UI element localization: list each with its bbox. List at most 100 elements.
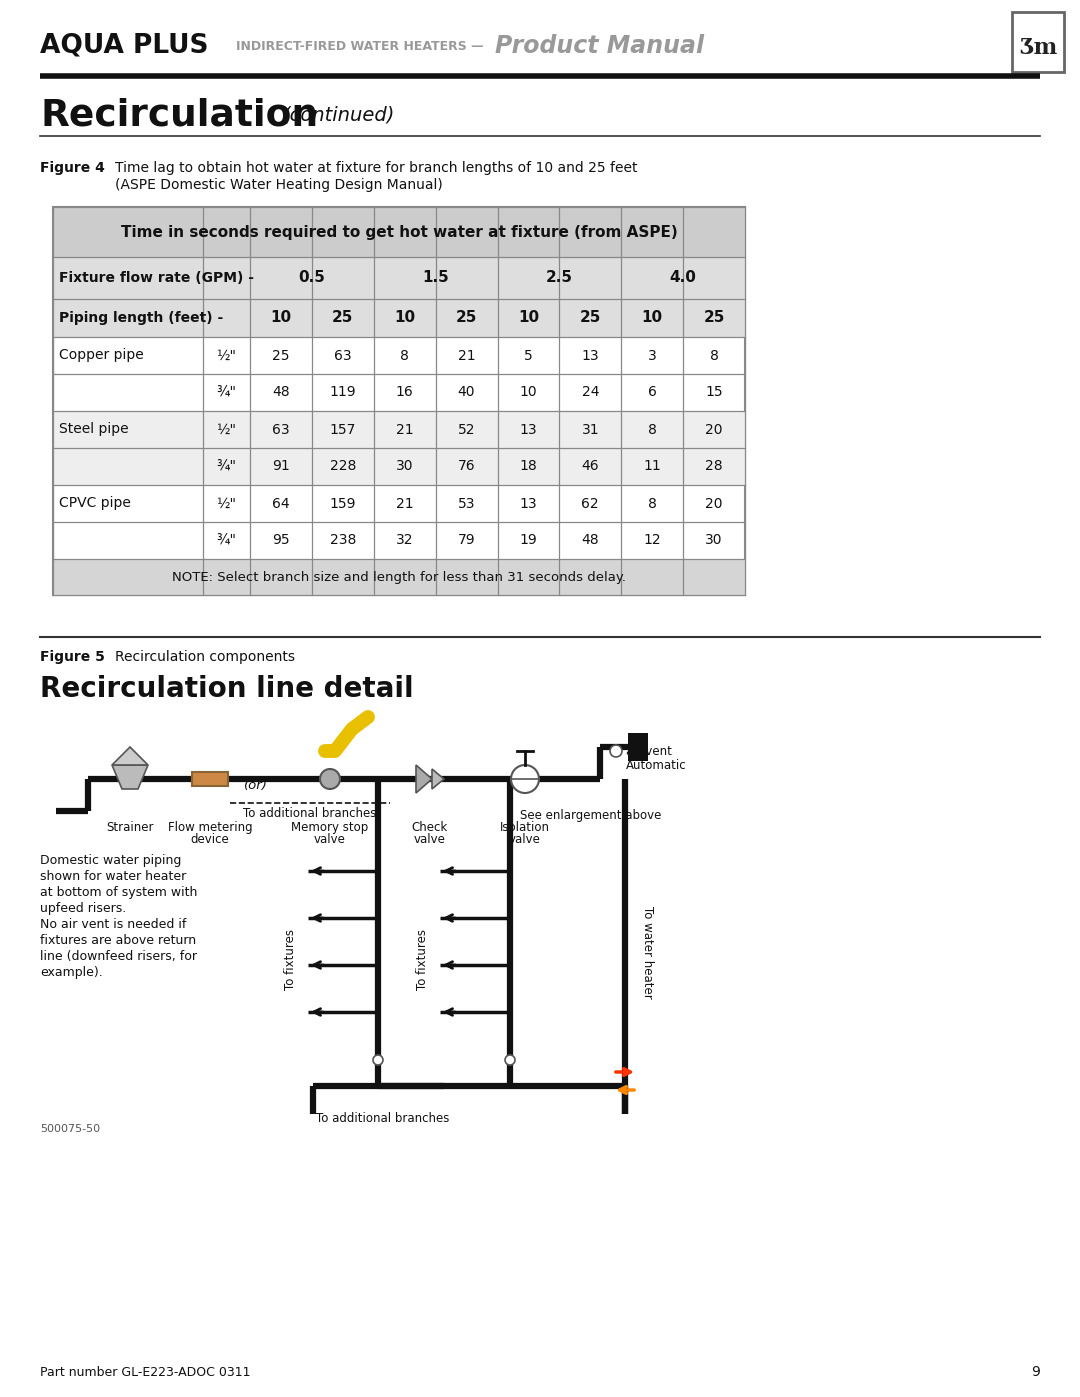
Text: 24: 24 [581,386,599,400]
Circle shape [511,766,539,793]
Text: 5: 5 [524,348,532,362]
Text: 12: 12 [644,534,661,548]
Text: 31: 31 [581,422,599,436]
Text: 91: 91 [272,460,289,474]
Text: 79: 79 [458,534,475,548]
Text: 30: 30 [705,534,723,548]
Text: upfeed risers.: upfeed risers. [40,902,126,915]
Bar [53,559,745,595]
Text: 25: 25 [580,310,600,326]
Text: 10: 10 [394,310,415,326]
Text: 9: 9 [1031,1365,1040,1379]
Text: ¾": ¾" [216,460,237,474]
Bar [627,733,648,761]
Text: 3: 3 [648,348,657,362]
Text: 48: 48 [272,386,289,400]
Circle shape [320,768,340,789]
Bar [53,207,745,595]
Circle shape [373,1055,383,1065]
Text: Product Manual: Product Manual [495,34,704,59]
Bar [53,299,745,337]
Text: Domestic water piping: Domestic water piping [40,854,181,868]
Text: 25: 25 [272,348,289,362]
Text: Fixture flow rate (GPM) -: Fixture flow rate (GPM) - [59,271,254,285]
Text: valve: valve [509,833,541,847]
Bar [192,773,228,787]
Text: 228: 228 [329,460,356,474]
Text: Part number GL-E223-ADOC 0311: Part number GL-E223-ADOC 0311 [40,1365,251,1379]
Text: 238: 238 [329,534,356,548]
Text: 10: 10 [270,310,292,326]
Text: ¾": ¾" [216,386,237,400]
Text: See enlargement above: See enlargement above [519,809,661,821]
Text: air vent: air vent [626,745,672,759]
Text: 157: 157 [329,422,356,436]
Text: To additional branches: To additional branches [243,807,377,820]
Text: INDIRECT-FIRED WATER HEATERS —: INDIRECT-FIRED WATER HEATERS — [237,39,484,53]
Text: 32: 32 [396,534,414,548]
Text: Recirculation: Recirculation [40,96,319,133]
Text: 10: 10 [642,310,663,326]
Text: shown for water heater: shown for water heater [40,870,186,883]
Text: To fixtures: To fixtures [416,929,429,990]
Text: example).: example). [40,965,103,979]
Text: 500075-50: 500075-50 [40,1125,100,1134]
Text: at bottom of system with: at bottom of system with [40,886,198,900]
Bar [53,448,745,485]
Bar [53,411,745,448]
Text: Recirculation line detail: Recirculation line detail [40,675,414,703]
Text: 16: 16 [395,386,414,400]
Text: 53: 53 [458,496,475,510]
Text: (continued): (continued) [282,106,394,124]
Text: 8: 8 [648,422,657,436]
Text: 28: 28 [705,460,723,474]
Bar [53,207,745,257]
Text: 19: 19 [519,534,538,548]
Text: (ASPE Domestic Water Heating Design Manual): (ASPE Domestic Water Heating Design Manu… [114,177,443,191]
Text: Figure 5: Figure 5 [40,650,105,664]
Text: valve: valve [414,833,446,847]
Text: 25: 25 [456,310,477,326]
Text: 40: 40 [458,386,475,400]
Polygon shape [112,766,148,789]
Text: Time in seconds required to get hot water at fixture (from ASPE): Time in seconds required to get hot wate… [121,225,677,239]
Text: 4.0: 4.0 [670,271,697,285]
Text: 95: 95 [272,534,289,548]
Text: Automatic: Automatic [626,759,687,773]
Text: 15: 15 [705,386,723,400]
Text: NOTE: Select branch size and length for less than 31 seconds delay.: NOTE: Select branch size and length for … [172,570,626,584]
Text: 21: 21 [396,422,414,436]
Text: ½": ½" [216,348,237,362]
Text: (or): (or) [244,780,268,792]
Text: Strainer: Strainer [106,821,153,834]
Bar [53,257,745,299]
Text: ¾": ¾" [216,534,237,548]
Text: 13: 13 [519,422,537,436]
Polygon shape [432,768,444,789]
Text: ½": ½" [216,422,237,436]
Text: 20: 20 [705,422,723,436]
Text: Time lag to obtain hot water at fixture for branch lengths of 10 and 25 feet: Time lag to obtain hot water at fixture … [114,161,637,175]
Text: Copper pipe: Copper pipe [59,348,144,362]
Text: 1.5: 1.5 [422,271,449,285]
Text: AQUA PLUS: AQUA PLUS [40,34,208,59]
FancyBboxPatch shape [1012,13,1064,73]
Text: Flow metering: Flow metering [167,821,253,834]
Text: 159: 159 [329,496,356,510]
Text: 52: 52 [458,422,475,436]
Text: 20: 20 [705,496,723,510]
Text: 21: 21 [458,348,475,362]
Text: 48: 48 [581,534,599,548]
Text: Steel pipe: Steel pipe [59,422,129,436]
Circle shape [610,745,622,757]
Text: 64: 64 [272,496,289,510]
Text: 63: 63 [272,422,289,436]
Text: 13: 13 [581,348,599,362]
Circle shape [505,1055,515,1065]
Text: fixtures are above return: fixtures are above return [40,935,197,947]
Text: To fixtures: To fixtures [283,929,297,990]
Text: Isolation: Isolation [500,821,550,834]
Text: Memory stop: Memory stop [292,821,368,834]
Text: 6: 6 [648,386,657,400]
Text: 18: 18 [519,460,538,474]
